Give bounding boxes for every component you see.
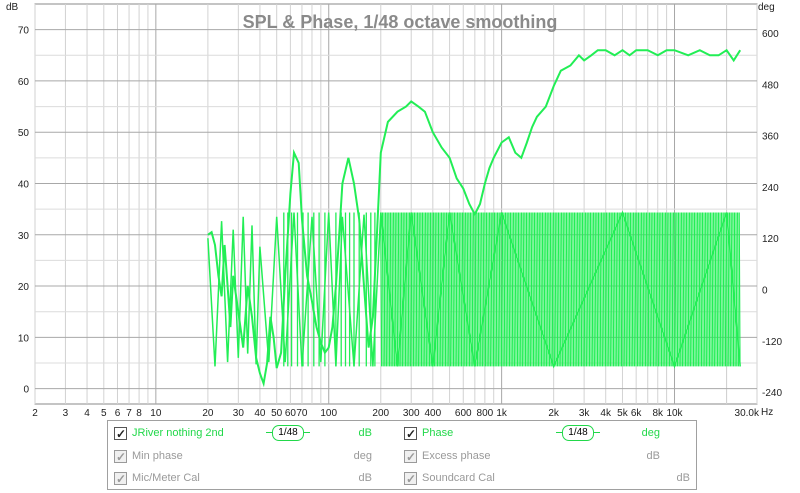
x-tick-label: 7 (126, 408, 132, 419)
x-tick-label: 2k (548, 408, 560, 419)
x-tick-label: 200 (372, 408, 389, 419)
x-tick-label: 1k (496, 408, 508, 419)
left-tick-label: 40 (18, 179, 30, 190)
min-phase-unit: deg (353, 450, 372, 462)
x-tick-label: 30 (233, 408, 245, 419)
x-tick-label: 5k (617, 408, 629, 419)
jriver-label: JRiver nothing 2nd (132, 427, 224, 439)
legend-row-jriver: ✓ JRiver nothing 2nd 1/48 dB (114, 424, 394, 442)
min-phase-label: Min phase (132, 450, 183, 462)
x-tick-label: 50 (271, 408, 283, 419)
x-tick-label: 20 (202, 408, 214, 419)
phase-checkbox[interactable]: ✓ (404, 427, 417, 441)
phase-series (207, 210, 741, 369)
excess-phase-label: Excess phase (422, 450, 491, 462)
x-tick-label: 800 (477, 408, 494, 419)
right-tick-label: 360 (762, 132, 779, 143)
x-tick-label: 400 (424, 408, 441, 419)
x-tick-label: 8 (136, 408, 142, 419)
x-tick-label: 300 (403, 408, 420, 419)
legend-panel: ✓ JRiver nothing 2nd 1/48 dB ✓ Phase 1/4… (107, 420, 697, 490)
x-tick-label: 70 (296, 408, 308, 419)
phase-wrap-lines (283, 212, 376, 367)
jriver-unit: dB (358, 427, 372, 439)
left-tick-label: 30 (18, 231, 30, 242)
left-tick-label: 10 (18, 333, 30, 344)
mic-cal-checkbox[interactable]: ✓ (114, 472, 127, 486)
left-tick-label: 60 (18, 77, 30, 88)
x-tick-label: 6 (115, 408, 121, 419)
right-axis-unit: deg (758, 2, 775, 13)
soundcard-cal-label: Soundcard Cal (422, 472, 495, 484)
excess-phase-checkbox[interactable]: ✓ (404, 450, 417, 464)
soundcard-cal-unit: dB (676, 472, 690, 484)
x-tick-label: 40 (254, 408, 266, 419)
right-tick-label: 480 (762, 80, 779, 91)
legend-row-excess-phase: ✓ Excess phase dB (404, 447, 694, 465)
mic-cal-label: Mic/Meter Cal (132, 472, 200, 484)
right-tick-label: -240 (762, 388, 782, 399)
series-layer (207, 48, 742, 388)
phase-smoothing-button[interactable]: 1/48 (556, 425, 600, 441)
x-tick-label: 10 (150, 408, 162, 419)
min-phase-checkbox[interactable]: ✓ (114, 450, 127, 464)
right-tick-label: -120 (762, 337, 782, 348)
left-tick-label: 50 (18, 128, 30, 139)
x-tick-label: 8k (652, 408, 664, 419)
phase-label: Phase (422, 427, 454, 439)
left-axis-unit: dB (6, 2, 19, 13)
x-tick-label: 30.0k (735, 408, 760, 419)
x-tick-label: 600 (455, 408, 472, 419)
legend-row-phase: ✓ Phase 1/48 deg (404, 424, 694, 442)
mic-cal-unit: dB (358, 472, 372, 484)
chart-title: SPL & Phase, 1/48 octave smoothing (243, 12, 558, 32)
jriver-checkbox[interactable]: ✓ (114, 427, 127, 441)
left-tick-label: 70 (18, 26, 30, 37)
legend-row-mic-cal: ✓ Mic/Meter Cal dB (114, 469, 394, 487)
jriver-smoothing-button[interactable]: 1/48 (266, 425, 310, 441)
spl-phase-chart: 010203040506070-240-12001202403604806002… (6, 2, 783, 419)
right-tick-label: 600 (762, 29, 779, 40)
legend-row-soundcard-cal: ✓ Soundcard Cal dB (404, 469, 694, 487)
x-tick-label: 6k (631, 408, 643, 419)
x-tick-label: 3k (579, 408, 591, 419)
x-axis-unit: Hz (761, 407, 773, 418)
axes: 010203040506070-240-12001202403604806002… (18, 26, 783, 419)
left-tick-label: 20 (18, 282, 30, 293)
phase-unit: deg (641, 427, 660, 439)
x-tick-label: 3 (63, 408, 69, 419)
x-tick-label: 4 (84, 408, 90, 419)
spl-series-line (207, 48, 742, 388)
soundcard-cal-checkbox[interactable]: ✓ (404, 472, 417, 486)
x-tick-label: 5 (101, 408, 107, 419)
right-tick-label: 0 (762, 285, 768, 296)
excess-phase-unit: dB (646, 450, 660, 462)
x-tick-label: 4k (600, 408, 612, 419)
x-tick-label: 100 (320, 408, 337, 419)
x-tick-label: 60 (285, 408, 297, 419)
right-tick-label: 120 (762, 234, 779, 245)
x-tick-label: 2 (32, 408, 38, 419)
left-tick-label: 0 (23, 385, 29, 396)
legend-row-min-phase: ✓ Min phase deg (114, 447, 394, 465)
x-tick-label: 10k (666, 408, 683, 419)
phase-wrap-band (380, 212, 741, 367)
right-tick-label: 240 (762, 183, 779, 194)
